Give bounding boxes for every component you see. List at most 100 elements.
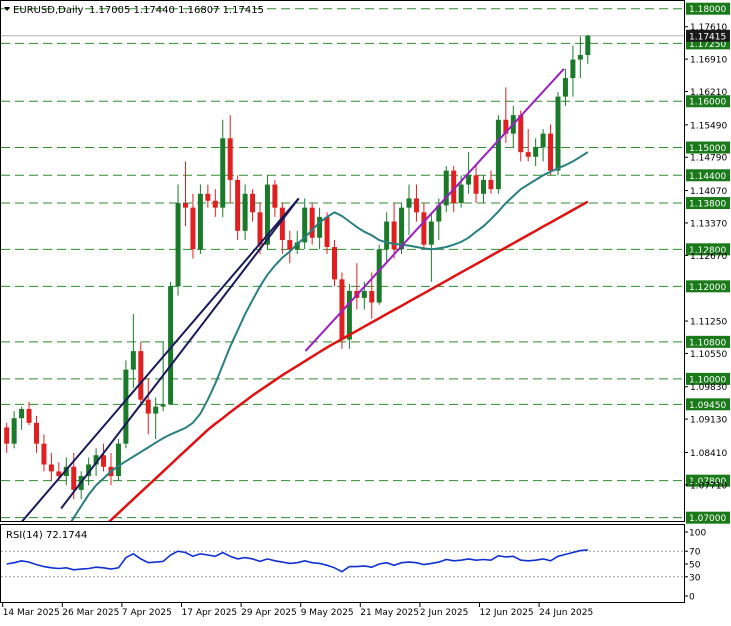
candle-body: [562, 78, 568, 97]
rsi-tick-label: 100: [689, 529, 706, 539]
trendline: [304, 68, 565, 352]
level-label-box: [686, 95, 730, 108]
candle-body: [458, 184, 464, 204]
trendlines: [21, 68, 565, 521]
candle-body: [138, 351, 144, 400]
candle-body: [324, 216, 330, 247]
candle-body: [533, 147, 539, 157]
candle-body: [570, 59, 576, 79]
price-tick-label: 1.12670: [690, 252, 727, 262]
level-label-box: [686, 335, 730, 348]
level-label-box: [686, 141, 730, 154]
rsi-tick-label: 70: [689, 548, 701, 558]
candle-body: [413, 198, 419, 213]
level-label: 1.07000: [689, 514, 726, 524]
candle-body: [212, 200, 218, 208]
moving-averages: [70, 151, 589, 521]
level-label-box: [686, 243, 730, 256]
time-tick-label: 24 Jun 2025: [539, 608, 593, 618]
candle-body: [11, 418, 17, 444]
candle-body: [190, 207, 196, 250]
candle-body: [175, 203, 181, 287]
candle-body: [93, 455, 99, 465]
candle-body: [421, 212, 427, 245]
candle-body: [183, 203, 188, 208]
price-tick-label: 1.08410: [690, 449, 727, 459]
candle-body: [168, 286, 174, 405]
time-tick-label: 29 Apr 2025: [241, 608, 297, 618]
candle-body: [86, 464, 92, 477]
level-label-box: [686, 2, 730, 15]
price-tick-label: 1.10550: [690, 350, 727, 360]
candle-body: [399, 207, 405, 250]
level-label: 1.12000: [689, 283, 726, 293]
horizontal-levels: [1, 8, 684, 519]
candle-body: [272, 184, 278, 208]
ohlc-label: 1.17005 1.17440 1.16807 1.17415: [89, 5, 264, 16]
candle-body: [384, 221, 390, 250]
candle-body: [361, 290, 367, 298]
level-label: 1.12800: [689, 246, 726, 256]
candle-body: [406, 198, 412, 208]
current-price-label: 1.17415: [689, 32, 726, 42]
level-label: 1.18000: [689, 5, 726, 15]
level-label: 1.10000: [689, 375, 726, 385]
candle-body: [585, 35, 591, 55]
candle-body: [391, 221, 397, 250]
candle-body: [4, 427, 10, 444]
candle-body: [495, 119, 501, 190]
candle-body: [294, 242, 300, 250]
trendline: [21, 197, 300, 521]
time-tick-label: 7 Apr 2025: [122, 608, 172, 618]
rsi-tick-label: 50: [689, 561, 701, 571]
level-label-box: [686, 398, 730, 411]
level-label-box: [686, 511, 730, 524]
candle-body: [518, 115, 524, 153]
time-tick-label: 21 May 2025: [360, 608, 419, 618]
candle-body: [41, 443, 47, 465]
rsi-label: RSI(14) 72.1744: [6, 530, 87, 541]
candle-body: [376, 249, 382, 303]
candle-body: [205, 193, 211, 201]
candle-body: [346, 290, 352, 340]
candle-body: [339, 279, 345, 340]
candle-body: [242, 193, 248, 231]
slow-moving-average-line: [108, 200, 589, 521]
candle-body: [466, 175, 472, 185]
candle-body: [71, 466, 77, 490]
candle-body: [63, 466, 69, 477]
candle-body: [555, 96, 561, 171]
price-tick-label: 1.16910: [690, 56, 727, 66]
candle-body: [264, 184, 270, 245]
level-label: 1.17250: [689, 40, 726, 50]
candle-body: [160, 404, 166, 407]
price-tick-label: 1.13370: [690, 219, 727, 229]
candle-body: [56, 471, 62, 477]
price-tick-label: 1.09130: [690, 416, 727, 426]
candle-body: [443, 170, 449, 206]
candle-body: [428, 221, 434, 245]
candle-body: [577, 54, 583, 60]
time-tick-label: 26 Mar 2025: [62, 608, 119, 618]
price-tick-label: 1.17610: [690, 23, 727, 33]
candle-body: [503, 119, 509, 134]
candle-body: [130, 351, 136, 370]
level-label: 1.09450: [689, 401, 726, 411]
candle-body: [436, 205, 442, 222]
rsi-tick-label: 30: [689, 573, 701, 583]
candle-body: [153, 406, 159, 414]
rsi-tick-label: 0: [689, 593, 695, 603]
time-tick-label: 17 Apr 2025: [182, 608, 238, 618]
level-label: 1.10800: [689, 338, 726, 348]
level-label: 1.07800: [689, 477, 726, 487]
candle-body: [257, 212, 263, 245]
price-tick-label: 1.07710: [690, 481, 727, 491]
price-axis: 1.18000 1.17250 1.16000 1.15000 1.14400 1.138…: [684, 2, 730, 524]
candle-body: [287, 240, 293, 250]
candle-body: [279, 207, 285, 241]
level-label: 1.13800: [689, 200, 726, 210]
dropdown-triangle-icon[interactable]: [4, 7, 10, 11]
candle-body: [540, 133, 546, 148]
candle-body: [235, 179, 241, 231]
